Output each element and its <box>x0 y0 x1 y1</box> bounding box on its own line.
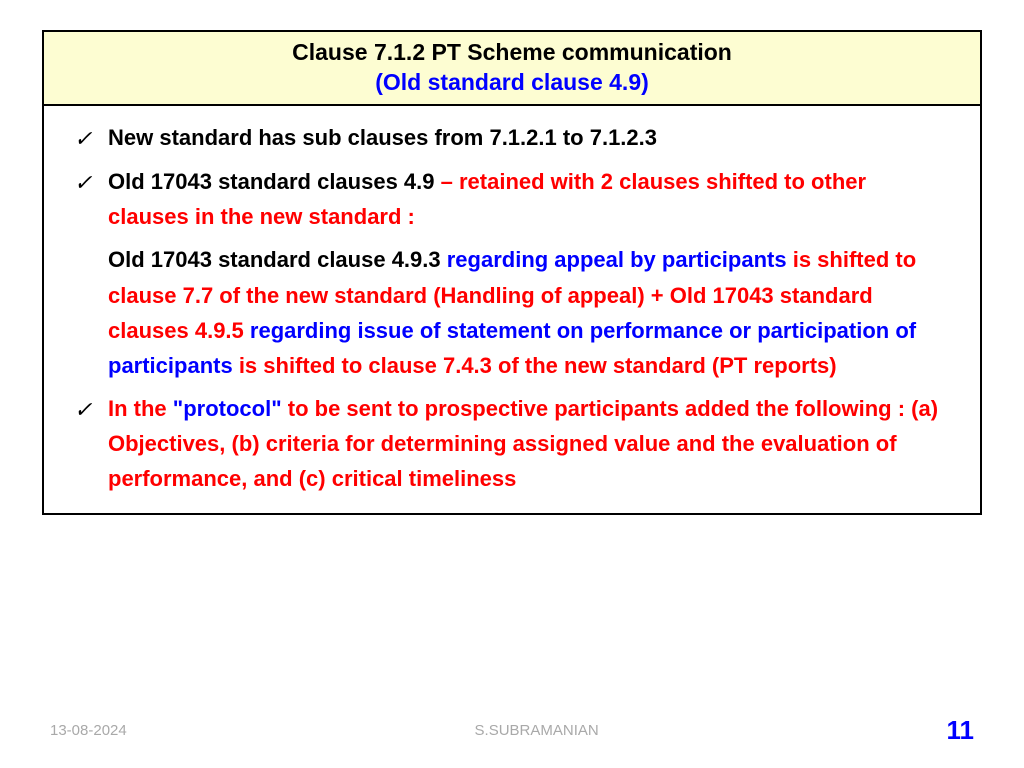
bullet-item: ✓ New standard has sub clauses from 7.1.… <box>74 120 950 156</box>
bullet-item: ✓ In the "protocol" to be sent to prospe… <box>74 391 950 497</box>
footer-page-number: 11 <box>947 715 975 746</box>
footer-author: S.SUBRAMANIAN <box>127 722 947 739</box>
check-icon: ✓ <box>74 164 108 200</box>
sub-paragraph: Old 17043 standard clause 4.9.3 regardin… <box>108 242 950 383</box>
title-line-2: (Old standard clause 4.9) <box>54 68 970 98</box>
bullet-text: Old 17043 standard clauses 4.9 – retaine… <box>108 164 950 234</box>
check-icon: ✓ <box>74 120 108 156</box>
footer: 13-08-2024 S.SUBRAMANIAN 11 <box>0 715 1024 746</box>
bullet-text: New standard has sub clauses from 7.1.2.… <box>108 120 950 155</box>
check-icon: ✓ <box>74 391 108 427</box>
title-line-1: Clause 7.1.2 PT Scheme communication <box>54 38 970 68</box>
content-box: ✓ New standard has sub clauses from 7.1.… <box>42 106 982 515</box>
bullet-text: In the "protocol" to be sent to prospect… <box>108 391 950 497</box>
footer-date: 13-08-2024 <box>50 722 127 739</box>
title-box: Clause 7.1.2 PT Scheme communication (Ol… <box>42 30 982 106</box>
bullet-item: ✓ Old 17043 standard clauses 4.9 – retai… <box>74 164 950 234</box>
